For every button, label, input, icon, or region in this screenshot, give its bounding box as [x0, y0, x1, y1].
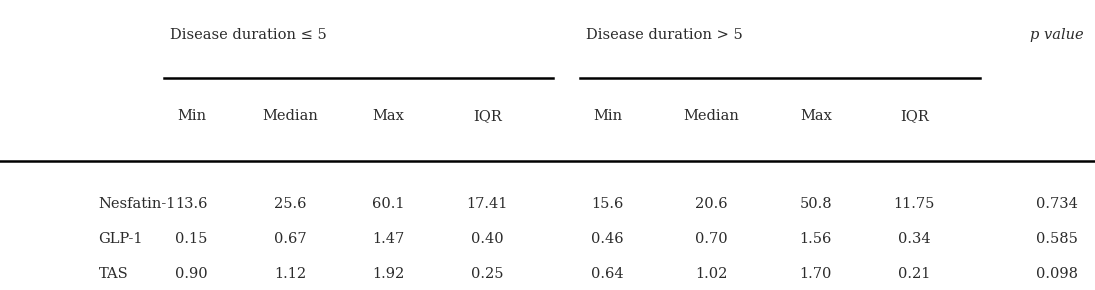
Text: 1.92: 1.92 — [372, 267, 405, 281]
Text: 1.02: 1.02 — [695, 267, 728, 281]
Text: GLP-1: GLP-1 — [99, 232, 143, 246]
Text: 17.41: 17.41 — [466, 197, 508, 211]
Text: 0.585: 0.585 — [1036, 232, 1077, 246]
Text: 0.21: 0.21 — [898, 267, 931, 281]
Text: 11.75: 11.75 — [894, 197, 935, 211]
Text: 0.70: 0.70 — [695, 232, 728, 246]
Text: 15.6: 15.6 — [591, 197, 624, 211]
Text: TAS: TAS — [99, 267, 128, 281]
Text: 0.67: 0.67 — [274, 232, 307, 246]
Text: 1.47: 1.47 — [372, 232, 405, 246]
Text: 0.34: 0.34 — [898, 232, 931, 246]
Text: Max: Max — [799, 109, 832, 123]
Text: 1.56: 1.56 — [799, 232, 832, 246]
Text: 1.12: 1.12 — [274, 267, 307, 281]
Text: Max: Max — [372, 109, 405, 123]
Text: 0.15: 0.15 — [175, 232, 208, 246]
Text: Nesfatin-1: Nesfatin-1 — [99, 197, 176, 211]
Text: 20.6: 20.6 — [695, 197, 728, 211]
Text: IQR: IQR — [900, 109, 929, 123]
Text: Disease duration ≤ 5: Disease duration ≤ 5 — [170, 28, 326, 42]
Text: Disease duration > 5: Disease duration > 5 — [586, 28, 742, 42]
Text: 13.6: 13.6 — [175, 197, 208, 211]
Text: 0.90: 0.90 — [175, 267, 208, 281]
Text: 0.25: 0.25 — [471, 267, 504, 281]
Text: Median: Median — [683, 109, 740, 123]
Text: 0.46: 0.46 — [591, 232, 624, 246]
Text: Min: Min — [593, 109, 622, 123]
Text: 0.64: 0.64 — [591, 267, 624, 281]
Text: 1.70: 1.70 — [799, 267, 832, 281]
Text: p value: p value — [1030, 28, 1083, 42]
Text: Median: Median — [262, 109, 319, 123]
Text: 0.40: 0.40 — [471, 232, 504, 246]
Text: IQR: IQR — [473, 109, 502, 123]
Text: 25.6: 25.6 — [274, 197, 307, 211]
Text: 50.8: 50.8 — [799, 197, 832, 211]
Text: Min: Min — [177, 109, 206, 123]
Text: 0.734: 0.734 — [1036, 197, 1077, 211]
Text: 0.098: 0.098 — [1036, 267, 1077, 281]
Text: 60.1: 60.1 — [372, 197, 405, 211]
